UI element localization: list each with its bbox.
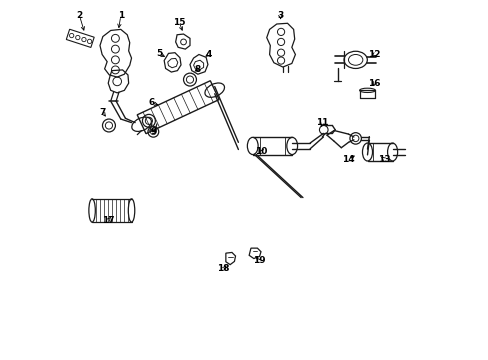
Text: 6: 6 (148, 98, 154, 107)
Text: 12: 12 (367, 50, 380, 59)
Text: 4: 4 (205, 50, 211, 59)
Text: 13: 13 (377, 155, 390, 164)
Text: 9: 9 (151, 127, 157, 136)
Text: 1: 1 (118, 11, 123, 20)
Text: 10: 10 (255, 147, 267, 156)
Text: 17: 17 (102, 216, 114, 225)
Text: 15: 15 (173, 18, 185, 27)
Text: 18: 18 (217, 265, 229, 274)
Text: 8: 8 (194, 65, 200, 74)
Text: 5: 5 (156, 49, 162, 58)
Text: 3: 3 (277, 11, 283, 20)
Text: 2: 2 (76, 11, 82, 20)
Text: 7: 7 (100, 108, 106, 117)
Text: 19: 19 (252, 256, 264, 265)
Text: 11: 11 (316, 118, 328, 127)
Text: 14: 14 (342, 155, 354, 164)
Text: 16: 16 (367, 79, 380, 88)
